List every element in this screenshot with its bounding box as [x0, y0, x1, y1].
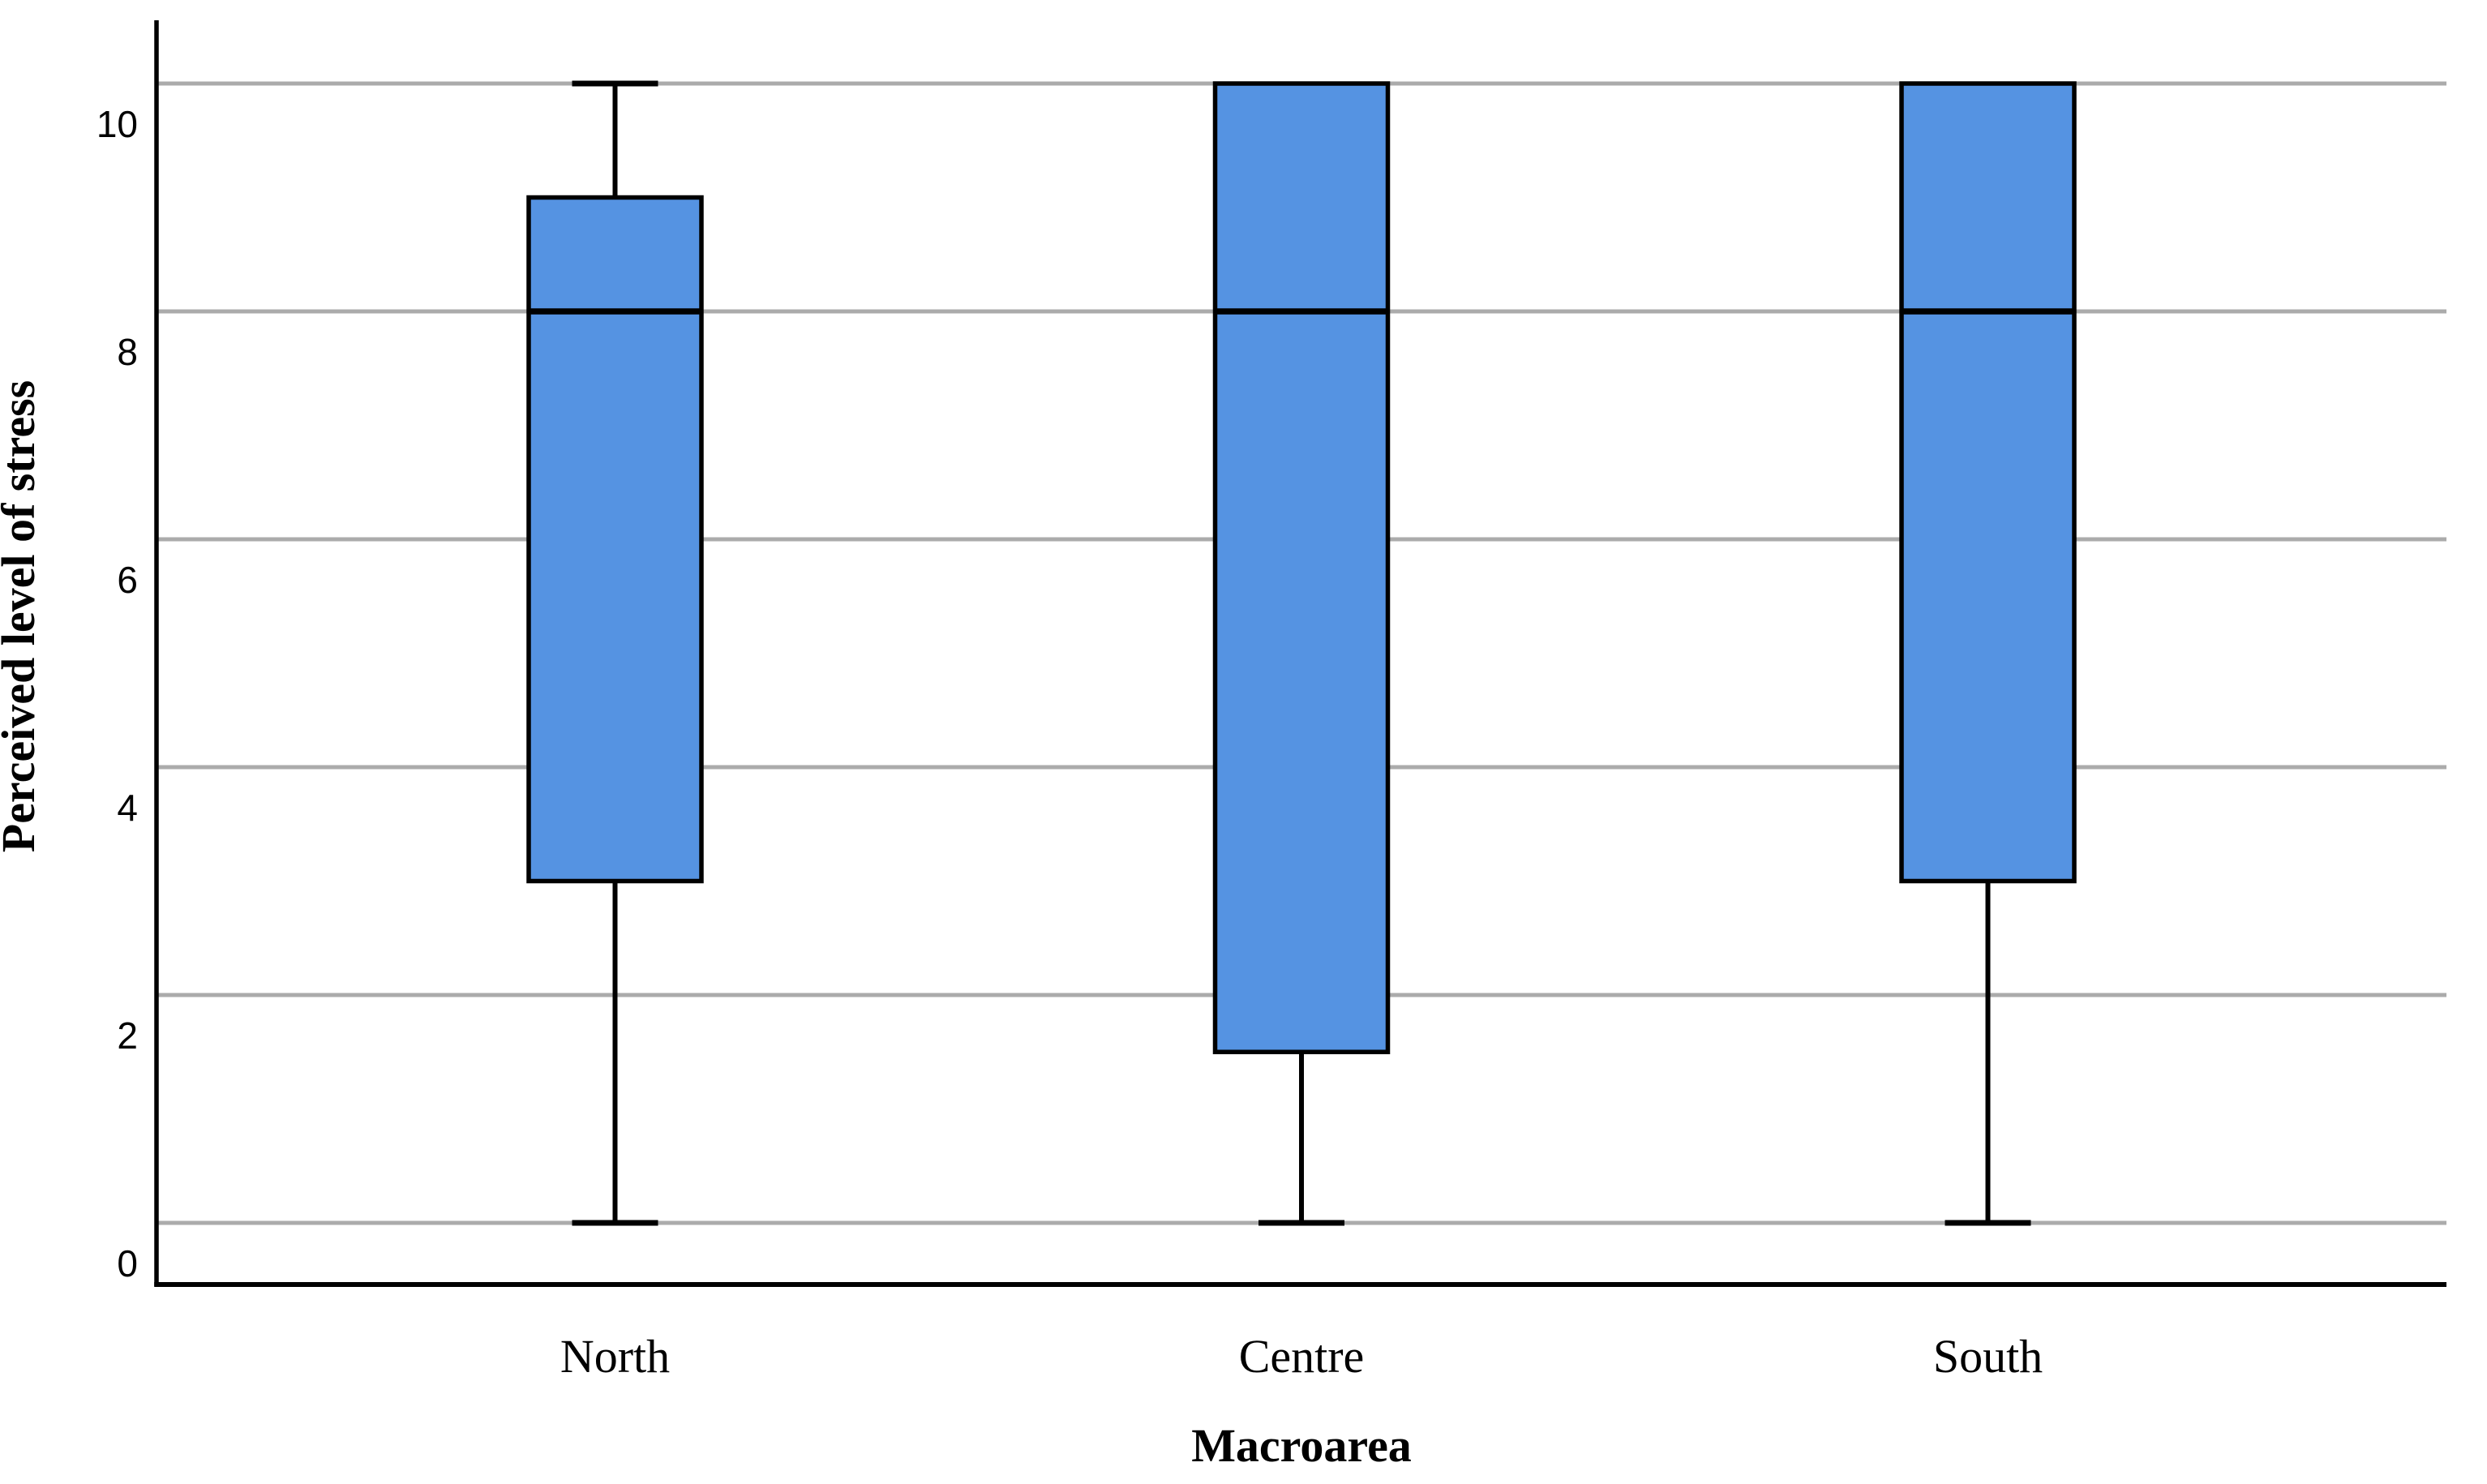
y-tick-label: 8: [117, 331, 138, 373]
y-tick-label: 10: [96, 103, 138, 145]
category-labels: North Centre South: [560, 1330, 2043, 1383]
y-tick-label: 4: [117, 787, 138, 829]
y-axis-title: Perceived level of stress: [0, 380, 45, 852]
y-tick-label: 0: [117, 1242, 138, 1285]
iqr-box: [526, 195, 704, 884]
y-tick-label: 2: [117, 1014, 138, 1057]
boxes: [526, 80, 2077, 1226]
y-tick-labels: 0 2 4 6 8 10: [96, 103, 138, 1285]
y-tick-label: 6: [117, 559, 138, 601]
iqr-box: [1899, 81, 2077, 884]
category-label: North: [560, 1330, 670, 1383]
x-axis-title: Macroarea: [1191, 1419, 1412, 1472]
category-label: Centre: [1239, 1330, 1365, 1383]
iqr-box: [1212, 81, 1391, 1054]
category-label: South: [1933, 1330, 2043, 1383]
